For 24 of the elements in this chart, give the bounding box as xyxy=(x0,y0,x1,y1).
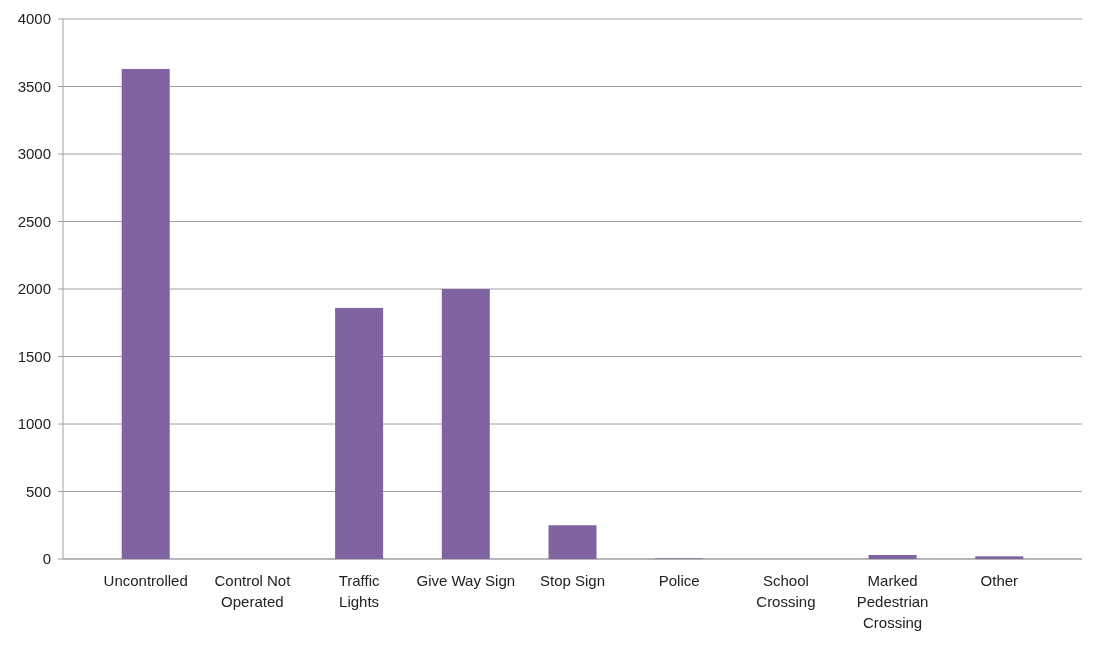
x-tick-label: Traffic Lights xyxy=(338,572,381,610)
y-tick-label: 2000 xyxy=(17,280,51,298)
y-tick-label: 1500 xyxy=(17,347,51,365)
x-tick-label: Uncontrolled xyxy=(103,572,188,589)
x-tick-label: Control Not Operated xyxy=(214,572,292,610)
x-tick-label: School Crossing xyxy=(756,572,816,610)
bar xyxy=(975,556,1024,559)
y-tick-label: 3000 xyxy=(17,145,51,163)
y-tick-label: 0 xyxy=(42,550,51,568)
x-tick-label: Other xyxy=(980,572,1019,589)
y-tick-label: 500 xyxy=(25,482,51,500)
bar xyxy=(868,554,917,559)
y-tick-label: 1000 xyxy=(17,415,51,433)
x-tick-label: Marked Pedestrian Crossing xyxy=(856,572,929,631)
x-tick-label: Give Way Sign xyxy=(416,572,516,589)
x-tick-label: Stop Sign xyxy=(539,572,606,589)
y-tick-label: 4000 xyxy=(17,10,51,28)
x-tick-label: Police xyxy=(658,572,700,589)
y-tick-label: 2500 xyxy=(17,212,51,230)
bar xyxy=(548,525,597,559)
y-tick-label: 3500 xyxy=(17,77,51,95)
bar xyxy=(335,307,384,559)
bar xyxy=(121,68,170,559)
bar xyxy=(441,289,490,559)
